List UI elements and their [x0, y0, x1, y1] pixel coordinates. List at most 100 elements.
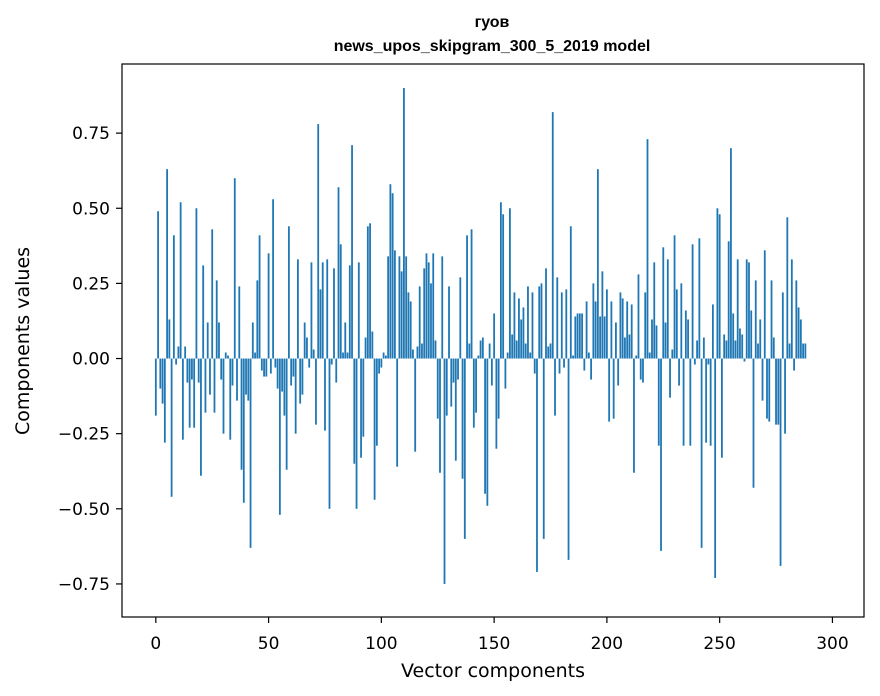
bar: [757, 343, 759, 359]
bar: [576, 313, 579, 359]
bar: [763, 250, 766, 359]
bar: [617, 358, 620, 386]
bar: [360, 358, 362, 458]
bar: [511, 334, 514, 359]
bar: [434, 340, 437, 359]
bar: [608, 358, 611, 422]
bar: [630, 304, 633, 359]
bar: [711, 304, 714, 359]
bar: [441, 256, 444, 359]
bar: [698, 238, 701, 359]
bar: [204, 358, 207, 413]
bar: [324, 358, 326, 431]
bar: [430, 283, 432, 359]
bar: [775, 358, 777, 425]
bar: [495, 358, 498, 449]
bar: [272, 199, 274, 359]
x-tick-label: 300: [816, 634, 848, 654]
bar: [651, 319, 653, 359]
bar: [403, 88, 405, 359]
bar: [315, 358, 317, 425]
bar: [768, 358, 771, 422]
bar: [378, 358, 380, 374]
bar: [587, 352, 590, 359]
bar: [163, 358, 166, 443]
bar: [754, 280, 757, 359]
bar: [238, 286, 241, 359]
bar: [506, 352, 509, 359]
bar: [407, 292, 410, 359]
bar: [671, 349, 674, 359]
bar: [445, 358, 448, 416]
bar: [292, 358, 295, 377]
bar: [427, 262, 430, 359]
bar: [734, 340, 737, 359]
bar: [454, 358, 457, 461]
bar: [179, 202, 182, 359]
bar: [804, 343, 807, 359]
bar: [285, 358, 288, 470]
bar: [405, 256, 408, 359]
bar: [191, 358, 193, 380]
bar: [184, 346, 187, 359]
bar: [481, 337, 484, 359]
bar: [531, 292, 534, 359]
bar: [727, 241, 730, 359]
bar: [702, 337, 705, 359]
bar: [684, 310, 687, 359]
bar: [278, 358, 281, 515]
bar: [488, 343, 491, 359]
bar: [596, 169, 599, 359]
bar: [653, 262, 656, 359]
bar: [637, 274, 640, 359]
bar: [337, 187, 340, 359]
bar: [366, 226, 369, 359]
bar: [312, 349, 315, 359]
bar: [524, 343, 527, 359]
bar: [357, 262, 360, 359]
bar: [484, 358, 486, 494]
bar: [251, 322, 254, 359]
bar: [211, 229, 214, 359]
bar: [161, 358, 164, 404]
bar: [450, 358, 453, 407]
x-axis-ticks: 0 50 100 150 200 250 300: [150, 617, 849, 654]
bar: [655, 325, 658, 359]
bar: [599, 316, 602, 359]
bar: [752, 358, 755, 488]
bar: [590, 358, 592, 380]
bar: [159, 358, 162, 389]
bar: [249, 358, 252, 548]
y-tick-label: 0.50: [72, 199, 110, 219]
y-tick-label: 0.00: [72, 350, 110, 370]
bar: [222, 358, 225, 434]
bar: [540, 283, 543, 359]
bar: [536, 358, 538, 572]
bar: [730, 148, 732, 359]
bar: [215, 280, 218, 359]
bar: [549, 343, 552, 359]
x-tick-label: 150: [478, 634, 510, 654]
bar: [220, 358, 223, 380]
bar: [569, 226, 572, 359]
bar: [619, 292, 622, 359]
bar: [578, 313, 581, 359]
bar: [265, 358, 268, 377]
bar: [572, 355, 574, 359]
bar: [693, 358, 696, 365]
bar: [635, 355, 638, 359]
y-axis-label: Components values: [12, 247, 34, 435]
bar: [472, 358, 475, 428]
bar: [551, 112, 554, 359]
bar: [247, 358, 250, 401]
bar: [675, 289, 678, 359]
bar: [700, 358, 703, 548]
bar: [750, 310, 753, 359]
bar: [236, 358, 238, 401]
bar: [709, 358, 712, 446]
bar: [565, 289, 568, 359]
bar: [797, 307, 800, 359]
bar: [533, 358, 536, 374]
bar: [425, 253, 428, 359]
